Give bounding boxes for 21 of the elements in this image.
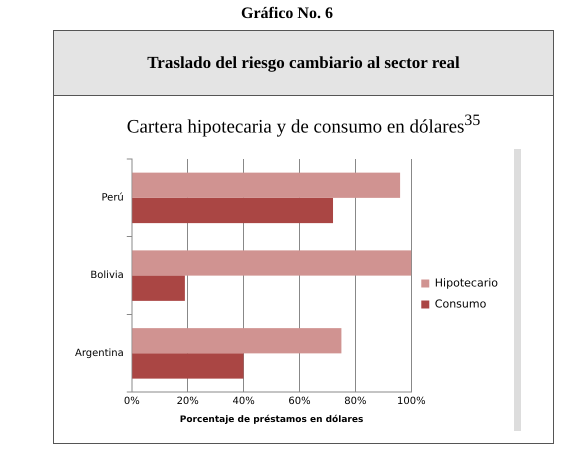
y-tick-label: Bolivia: [90, 270, 124, 282]
y-tick-label: Argentina: [75, 348, 124, 359]
bar: [132, 328, 342, 354]
x-tick-label: 40%: [232, 396, 255, 407]
bar: [132, 276, 185, 301]
y-tick-label: Perú: [102, 192, 124, 204]
x-tick-label: 80%: [344, 396, 366, 407]
chart-subtitle: Cartera hipotecaria y de consumo en dólares$^{35}$: [126, 112, 482, 138]
x-tick-label: 100%: [396, 396, 426, 407]
bar: [132, 172, 400, 198]
x-tick-label: 20%: [176, 396, 199, 407]
legend-label: Consumo: [434, 297, 487, 310]
bar: [132, 353, 244, 379]
legend-label: Hipotecario: [434, 276, 498, 290]
x-tick-label: 60%: [288, 396, 311, 407]
x-axis-title: Porcentaje de préstamos en dólares: [180, 414, 364, 425]
x-tick-label: 0%: [124, 396, 140, 407]
chart-title: Traslado del riesgo cambiario al sector real: [54, 31, 553, 96]
bar: [132, 250, 412, 276]
bar: [132, 198, 334, 224]
text: Gráfico No. 6: [240, 5, 334, 23]
